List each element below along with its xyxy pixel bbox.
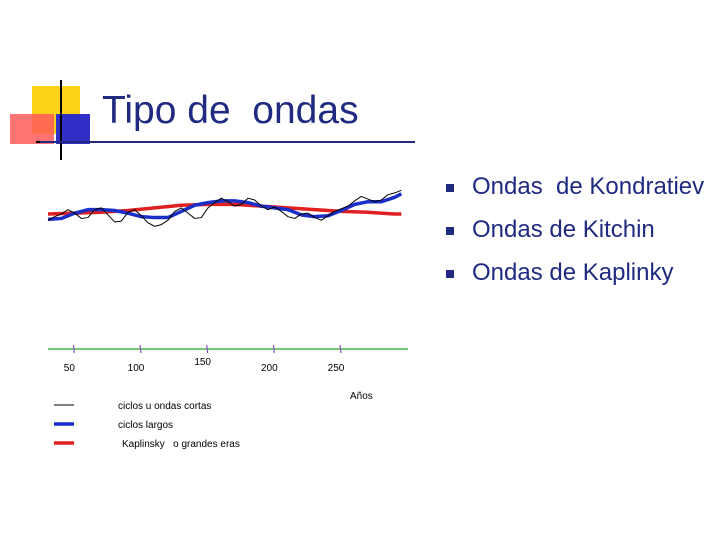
x-tick-label: 100	[128, 363, 145, 374]
x-tick-mark	[206, 344, 209, 354]
x-tick-label: 200	[261, 363, 278, 374]
series-line-ciclos-u-ondas-cortas	[47, 189, 402, 227]
bullet-list: Ondas de Kondratiev Ondas de Kitchin Ond…	[442, 172, 712, 301]
series-line-ciclos-largos	[47, 192, 403, 222]
bullet-text: Ondas de Kondratiev	[472, 173, 705, 200]
square-bullet-icon	[446, 184, 454, 192]
x-axis-label: Años	[350, 391, 373, 402]
cycles-chart: 50 100 150 200 250 Años ciclos u ondas corta…	[47, 189, 408, 450]
bullet-item-kitchin: Ondas de Kitchin	[442, 215, 712, 244]
bullet-item-kaplinky: Ondas de Kaplinky	[442, 258, 712, 287]
square-bullet-icon	[446, 227, 454, 235]
x-ticks: 50 100 150 200 250	[64, 344, 345, 374]
x-tick-label: 50	[64, 363, 76, 374]
x-tick-mark	[72, 344, 75, 354]
logo-red-bar	[10, 114, 54, 144]
square-bullet-icon	[446, 270, 454, 278]
x-tick-mark	[272, 344, 275, 354]
series-layer	[47, 189, 403, 227]
bullet-text: Ondas de Kitchin	[472, 216, 655, 243]
title-underline	[40, 141, 415, 143]
x-tick-mark	[339, 344, 342, 354]
x-tick-label: 250	[328, 363, 345, 374]
chart-legend: ciclos u ondas cortas ciclos largos Kaplin…	[54, 401, 240, 450]
bullet-item-kondratiev: Ondas de Kondratiev	[442, 172, 712, 201]
x-tick-label: 150	[194, 357, 211, 368]
bullet-text: Ondas de Kaplinky	[472, 259, 674, 286]
x-tick-mark	[139, 344, 142, 354]
legend-label: ciclos u ondas cortas	[118, 401, 211, 412]
legend-label: ciclos largos	[118, 420, 173, 431]
legend-label: Kaplinsky o grandes eras	[122, 439, 240, 450]
slide-corner-logo	[10, 80, 100, 160]
slide-title: Tipo de ondas	[102, 89, 359, 132]
